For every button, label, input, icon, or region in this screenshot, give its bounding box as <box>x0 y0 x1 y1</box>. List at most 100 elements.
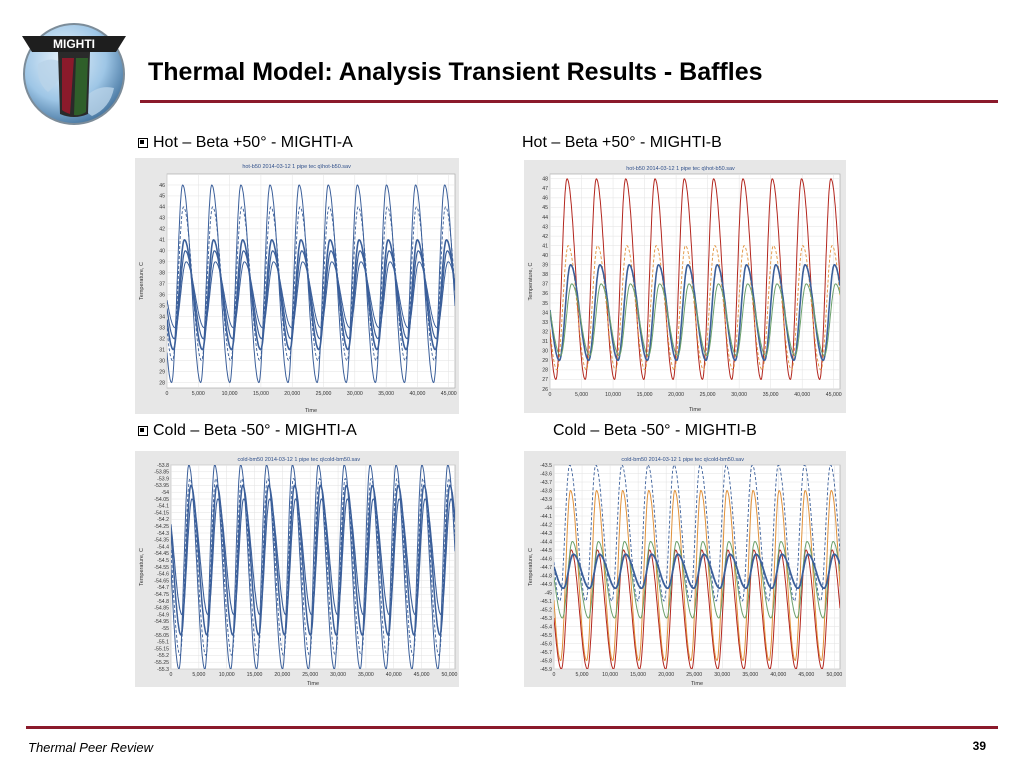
x-tick-label: 25,000 <box>316 391 332 397</box>
y-tick-label: 30 <box>542 349 548 355</box>
x-axis-label: Time <box>689 407 701 413</box>
chart-cold-a: cold-bm50 2014-03-12 1 pipe tec q\cold-b… <box>135 451 459 687</box>
y-tick-label: -45.7 <box>540 650 552 656</box>
x-tick-label: 45,000 <box>441 391 457 397</box>
y-tick-label: 47 <box>542 186 548 192</box>
footer-label: Thermal Peer Review <box>28 740 153 755</box>
y-tick-label: -55 <box>162 626 170 632</box>
x-tick-label: 5,000 <box>575 392 588 398</box>
page-title: Thermal Model: Analysis Transient Result… <box>148 58 763 86</box>
y-tick-label: -54.6 <box>157 572 169 578</box>
chart-title: hot-b50 2014-03-12 1 pipe tec q\hot-b50.… <box>626 166 735 172</box>
y-tick-label: 36 <box>542 291 548 297</box>
y-tick-label: -53.8 <box>157 463 169 469</box>
x-tick-label: 40,000 <box>770 672 786 678</box>
y-tick-label: 35 <box>542 301 548 307</box>
y-tick-label: -43.6 <box>540 471 552 477</box>
caption-cold-a-text: Cold – Beta -50° - MIGHTI-A <box>153 422 357 439</box>
x-tick-label: 0 <box>553 672 556 678</box>
y-tick-label: -54.35 <box>154 538 169 544</box>
y-tick-label: -45.3 <box>540 616 552 622</box>
x-tick-label: 45,000 <box>826 392 842 398</box>
y-tick-label: 45 <box>542 205 548 211</box>
y-tick-label: -54.65 <box>154 578 169 584</box>
y-tick-label: -54.8 <box>157 599 169 605</box>
series-line <box>554 549 840 669</box>
series-line <box>554 465 840 602</box>
y-tick-label: -44.8 <box>540 573 552 579</box>
series-line <box>167 250 455 340</box>
y-tick-label: -55.25 <box>154 660 169 666</box>
y-tick-label: 29 <box>542 358 548 364</box>
y-tick-label: -45.9 <box>540 667 552 673</box>
y-tick-label: -44.5 <box>540 548 552 554</box>
x-tick-label: 10,000 <box>219 672 235 678</box>
y-tick-label: -45.5 <box>540 633 552 639</box>
series-line <box>550 178 840 381</box>
series-line <box>167 261 455 329</box>
y-tick-label: -55.15 <box>154 646 169 652</box>
checkbox-bullet-icon <box>138 138 148 148</box>
caption-hot-b: Hot – Beta +50° - MIGHTI-B <box>522 134 722 151</box>
x-tick-label: 30,000 <box>731 392 747 398</box>
y-tick-label: -45.4 <box>540 624 552 630</box>
y-tick-label: 44 <box>542 215 548 221</box>
caption-cold-b: Cold – Beta -50° - MIGHTI-B <box>553 422 757 439</box>
y-tick-label: 43 <box>542 224 548 230</box>
caption-hot-a: Hot – Beta +50° - MIGHTI-A <box>138 134 353 152</box>
plot-area <box>549 173 841 390</box>
y-tick-label: -43.8 <box>540 488 552 494</box>
x-tick-label: 40,000 <box>794 392 810 398</box>
chart-title: hot-b50 2014-03-12 1 pipe tec q\hot-b50.… <box>242 164 351 170</box>
y-tick-label: -54.75 <box>154 592 169 598</box>
chart-title: cold-bm50 2014-03-12 1 pipe tec q\cold-b… <box>237 457 360 463</box>
caption-hot-a-text: Hot – Beta +50° - MIGHTI-A <box>153 134 353 151</box>
y-tick-label: -44.2 <box>540 522 552 528</box>
series-line <box>554 489 840 662</box>
y-tick-label: 34 <box>542 310 548 316</box>
y-tick-label: 42 <box>542 234 548 240</box>
y-tick-label: -44.9 <box>540 582 552 588</box>
y-axis-label: Temperature, C <box>139 548 145 586</box>
y-tick-label: -55.3 <box>157 667 169 673</box>
y-tick-label: -54.9 <box>157 612 169 618</box>
y-tick-label: -53.95 <box>154 483 169 489</box>
y-tick-label: 28 <box>542 368 548 374</box>
y-tick-label: 32 <box>159 336 165 342</box>
y-tick-label: 43 <box>159 216 165 222</box>
y-tick-label: -54.3 <box>157 531 169 537</box>
y-tick-label: -54.15 <box>154 510 169 516</box>
y-tick-label: 36 <box>159 293 165 299</box>
y-tick-label: -54.7 <box>157 585 169 591</box>
x-tick-label: 10,000 <box>605 392 621 398</box>
x-tick-label: 30,000 <box>714 672 730 678</box>
series-line <box>554 553 840 590</box>
y-tick-label: 41 <box>542 243 548 249</box>
series-line <box>550 245 840 371</box>
y-tick-label: 41 <box>159 238 165 244</box>
y-tick-label: -44.6 <box>540 556 552 562</box>
y-tick-label: 28 <box>159 380 165 386</box>
checkbox-bullet-icon <box>138 426 148 436</box>
y-tick-label: 37 <box>159 282 165 288</box>
mighti-logo: MIGHTI <box>22 23 126 125</box>
x-tick-label: 20,000 <box>284 391 300 397</box>
y-axis-label: Temperature, C <box>528 548 534 586</box>
y-tick-label: 30 <box>159 358 165 364</box>
x-tick-label: 35,000 <box>358 672 374 678</box>
y-tick-label: -54.85 <box>154 606 169 612</box>
y-tick-label: -45.8 <box>540 658 552 664</box>
y-tick-label: -54.5 <box>157 558 169 564</box>
footer-divider <box>26 726 998 729</box>
y-tick-label: 46 <box>542 196 548 202</box>
y-tick-label: -43.5 <box>540 463 552 469</box>
series-line <box>550 263 840 362</box>
x-tick-label: 20,000 <box>274 672 290 678</box>
x-tick-label: 40,000 <box>409 391 425 397</box>
y-tick-label: 38 <box>542 272 548 278</box>
y-tick-label: -54 <box>162 490 170 496</box>
y-tick-label: -44.1 <box>540 514 552 520</box>
x-tick-label: 15,000 <box>630 672 646 678</box>
y-tick-label: 32 <box>542 329 548 335</box>
y-tick-label: -54.95 <box>154 619 169 625</box>
